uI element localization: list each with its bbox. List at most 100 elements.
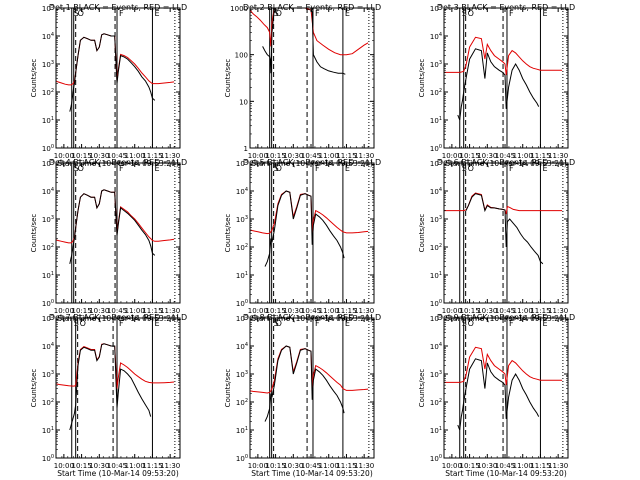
x-tick-label: 10:15 [265,152,285,160]
x-tick-label: 10:45 [301,152,321,160]
event-marker-label: O [468,319,474,328]
y-axis-label: Counts/sec [224,214,232,253]
event-marker-label: F [315,164,320,173]
x-tick-label: 10:15 [459,152,479,160]
y-tick-label: 100 [430,144,442,153]
y-axis-label: Counts/sec [224,59,232,98]
panel-title: Det 5 BLACK = Events, RED = LLD [243,158,381,167]
x-tick-label: 11:30 [160,152,180,160]
x-tick-label: 10:30 [477,307,497,315]
event-marker-label: E [542,319,547,328]
x-tick-label: 11:15 [530,152,550,160]
detector-panel-3: S O F E10010110210310410510:0010:1510:3010:… [418,3,575,168]
y-tick-label: 104 [42,32,54,41]
y-tick-label: 105 [430,314,442,323]
y-axis-label: Counts/sec [418,369,426,408]
y-tick-label: 1000 [230,5,248,13]
panel-title: Det 6 BLACK = Events, RED = LLD [437,158,575,167]
event-marker-label: O [80,319,86,328]
panel-title: Det 3 BLACK = Events, RED = LLD [437,3,575,12]
x-tick-label: 10:30 [477,152,497,160]
event-marker-label: S [274,164,279,173]
y-tick-label: 104 [430,342,442,351]
y-tick-label: 101 [236,271,248,280]
y-tick-label: 100 [236,299,248,308]
plot-frame [443,7,569,149]
y-axis-label: Counts/sec [418,59,426,98]
event-marker-label: S [74,9,79,18]
x-tick-label: 11:15 [142,152,162,160]
detector-panel-5: SO F E10010110210310410510:0010:1510:3010:… [224,158,381,323]
event-marker-label: E [154,164,159,173]
x-tick-label: 10:30 [283,152,303,160]
y-tick-label: 100 [42,144,54,153]
panel-title: Det 1 BLACK = Events, RED = LLD [49,3,187,12]
event-marker-label: E [345,9,350,18]
y-tick-label: 101 [236,426,248,435]
event-marker-label: O [468,9,474,18]
y-tick-label: 102 [42,243,54,252]
x-tick-label: 11:15 [142,307,162,315]
plot-frame [443,317,569,459]
x-axis-label: Start Time (10-Mar-14 09:53:20) [251,469,373,478]
x-tick-label: 10:45 [301,462,321,470]
x-tick-label: 11:30 [548,152,568,160]
x-tick-label: 11:00 [513,152,533,160]
x-tick-label: 11:30 [354,152,374,160]
x-tick-label: 10:00 [54,462,74,470]
event-marker-label: S [462,9,467,18]
x-tick-label: 10:45 [107,462,127,470]
event-marker-label: F [119,319,124,328]
y-tick-label: 100 [236,454,248,463]
y-tick-label: 100 [42,454,54,463]
plot-frame [55,162,181,304]
y-tick-label: 102 [236,243,248,252]
y-tick-label: 103 [236,215,248,224]
x-tick-label: 10:00 [442,462,462,470]
detector-panel-4: SO F E10010110210310410510:0010:1510:3010:… [30,158,187,323]
x-tick-label: 10:45 [107,307,127,315]
events-series-line [69,189,156,265]
x-tick-label: 10:00 [54,307,74,315]
plot-frame [249,317,375,459]
y-tick-label: 105 [236,159,248,168]
event-marker-label: E [345,164,350,173]
x-tick-label: 10:15 [71,462,91,470]
x-tick-label: 11:15 [142,462,162,470]
lld-series-line [249,190,369,235]
y-tick-label: 103 [236,370,248,379]
plot-frame [55,317,181,459]
x-tick-label: 10:45 [495,307,515,315]
events-series-line [264,190,345,267]
y-tick-label: 105 [236,314,248,323]
x-tick-label: 11:30 [160,307,180,315]
x-tick-label: 10:45 [301,307,321,315]
event-marker-label: E [542,9,547,18]
plot-frame [443,162,569,304]
events-series-line [264,345,345,422]
detector-panel-8: SO F E 100 101 102 103 104 105 10:0010:1510:3010:… [224,313,381,478]
y-tick-label: 105 [430,4,442,13]
event-marker-label: F [315,319,320,328]
plot-frame [55,7,181,149]
event-marker-label: S [74,319,79,328]
y-axis-label: Counts/sec [30,59,38,98]
y-tick-label: 1 [244,145,248,153]
y-tick-label: 102 [430,398,442,407]
x-tick-label: 11:00 [125,152,145,160]
event-marker-label: F [509,9,514,18]
y-tick-label: 101 [42,271,54,280]
x-tick-label: 11:30 [354,462,374,470]
x-tick-label: 11:00 [319,152,339,160]
events-series-line [465,193,544,265]
event-marker-label: F [119,9,124,18]
event-marker-label: E [154,319,159,328]
x-tick-label: 10:15 [71,152,91,160]
y-tick-label: 100 [430,299,442,308]
event-marker-label: E [542,164,547,173]
x-tick-label: 10:30 [283,307,303,315]
events-series-line [457,358,540,431]
y-tick-label: 104 [236,342,248,351]
x-tick-label: 11:00 [319,307,339,315]
x-tick-label: 10:30 [89,462,109,470]
